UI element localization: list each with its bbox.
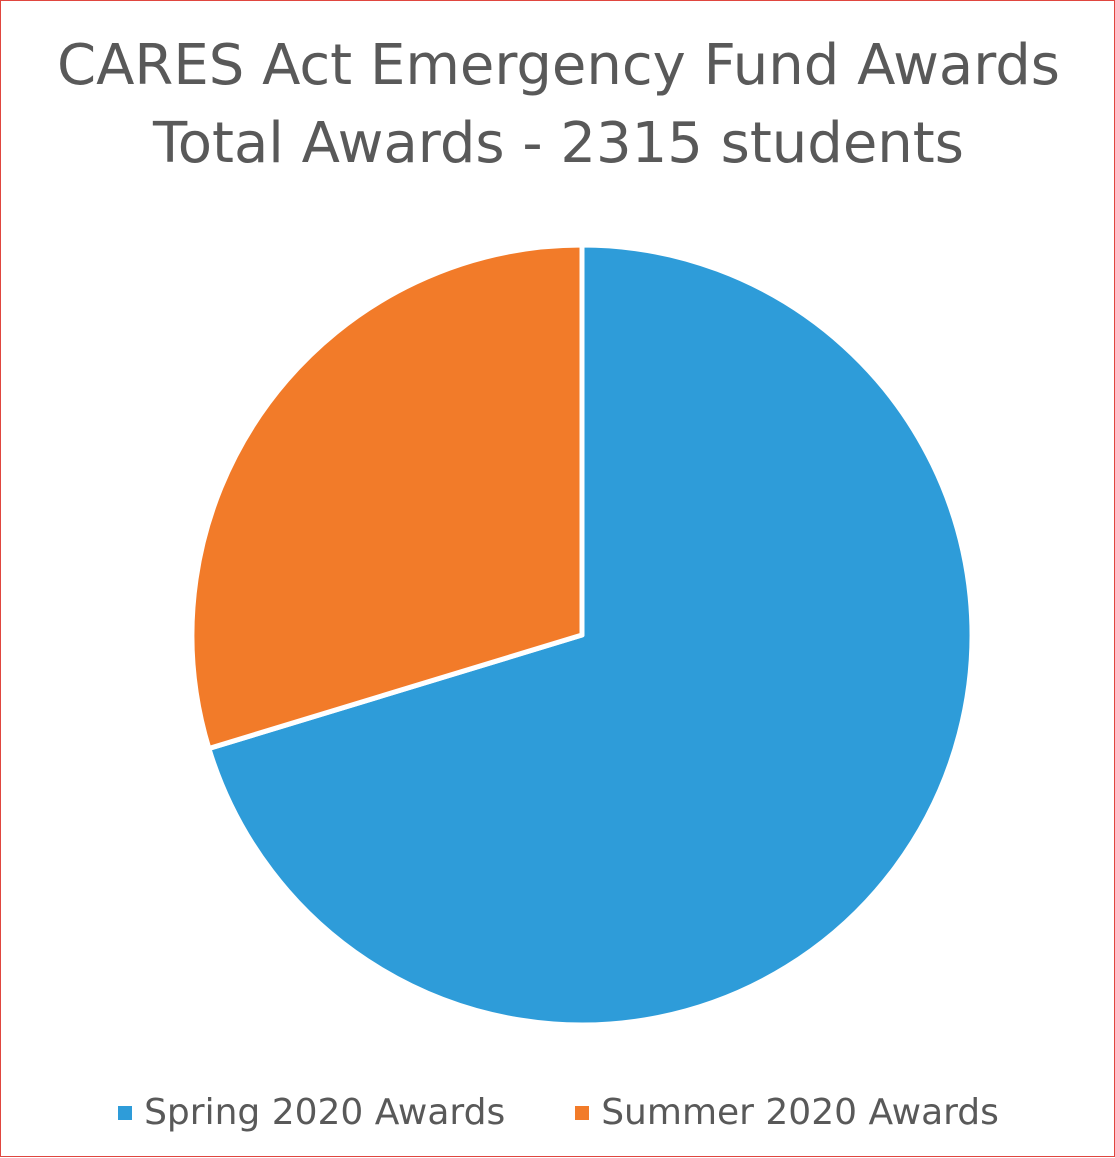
pie-slice-summer — [189, 242, 585, 752]
chart-title: CARES Act Emergency Fund Awards — [57, 33, 1060, 98]
chart-legend: Spring 2020 Awards Summer 2020 Awards — [1, 1091, 1115, 1135]
legend-label-spring: Spring 2020 Awards — [144, 1092, 506, 1133]
chart-subtitle: Total Awards - 2315 students — [153, 111, 964, 176]
pie-slice-spring — [206, 242, 975, 1028]
legend-swatch-spring — [118, 1106, 133, 1120]
legend-swatch-summer — [575, 1106, 590, 1120]
legend-item-summer: Summer 2020 Awards — [575, 1091, 999, 1135]
legend-item-spring: Spring 2020 Awards — [118, 1091, 505, 1135]
legend-label-summer: Summer 2020 Awards — [601, 1092, 999, 1133]
